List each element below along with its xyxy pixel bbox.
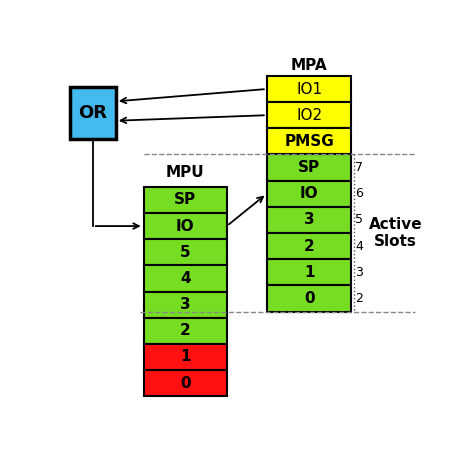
Text: SP: SP	[174, 193, 196, 207]
Text: Active
Slots: Active Slots	[369, 217, 422, 249]
Text: IO2: IO2	[296, 108, 322, 123]
Text: 3: 3	[356, 266, 363, 279]
Text: 2: 2	[304, 239, 315, 254]
Text: 2: 2	[356, 292, 363, 305]
Text: 5: 5	[180, 245, 191, 260]
Text: 3: 3	[304, 212, 314, 227]
Bar	[267, 154, 352, 181]
Bar	[267, 207, 352, 233]
Text: IO1: IO1	[296, 82, 322, 96]
Bar	[144, 318, 227, 344]
Text: 0: 0	[180, 376, 191, 390]
Text: PMSG: PMSG	[284, 134, 334, 149]
Text: 1: 1	[304, 265, 314, 280]
Text: 3: 3	[180, 297, 191, 312]
Text: 5: 5	[356, 213, 364, 226]
Text: IO: IO	[176, 218, 194, 234]
Text: MPA: MPA	[291, 58, 328, 72]
Text: IO: IO	[300, 186, 319, 201]
Text: 4: 4	[180, 271, 191, 286]
Text: 0: 0	[304, 291, 314, 306]
Text: 7: 7	[356, 161, 364, 174]
Bar	[144, 213, 227, 239]
Bar	[144, 239, 227, 265]
Bar	[267, 181, 352, 207]
Bar	[144, 370, 227, 396]
Bar	[267, 76, 352, 102]
Bar	[70, 87, 116, 139]
Bar	[267, 102, 352, 128]
Bar	[267, 285, 352, 312]
Text: SP: SP	[298, 160, 320, 175]
Bar	[144, 265, 227, 292]
Text: 1: 1	[180, 349, 191, 365]
Text: MPU: MPU	[166, 165, 204, 180]
Bar	[144, 187, 227, 213]
Bar	[267, 128, 352, 154]
Text: 2: 2	[180, 323, 191, 338]
Bar	[144, 344, 227, 370]
Text: OR: OR	[78, 104, 107, 122]
Bar	[267, 259, 352, 285]
Text: 6: 6	[356, 187, 363, 200]
Bar	[144, 292, 227, 318]
Bar	[267, 233, 352, 259]
Text: 4: 4	[356, 240, 363, 253]
